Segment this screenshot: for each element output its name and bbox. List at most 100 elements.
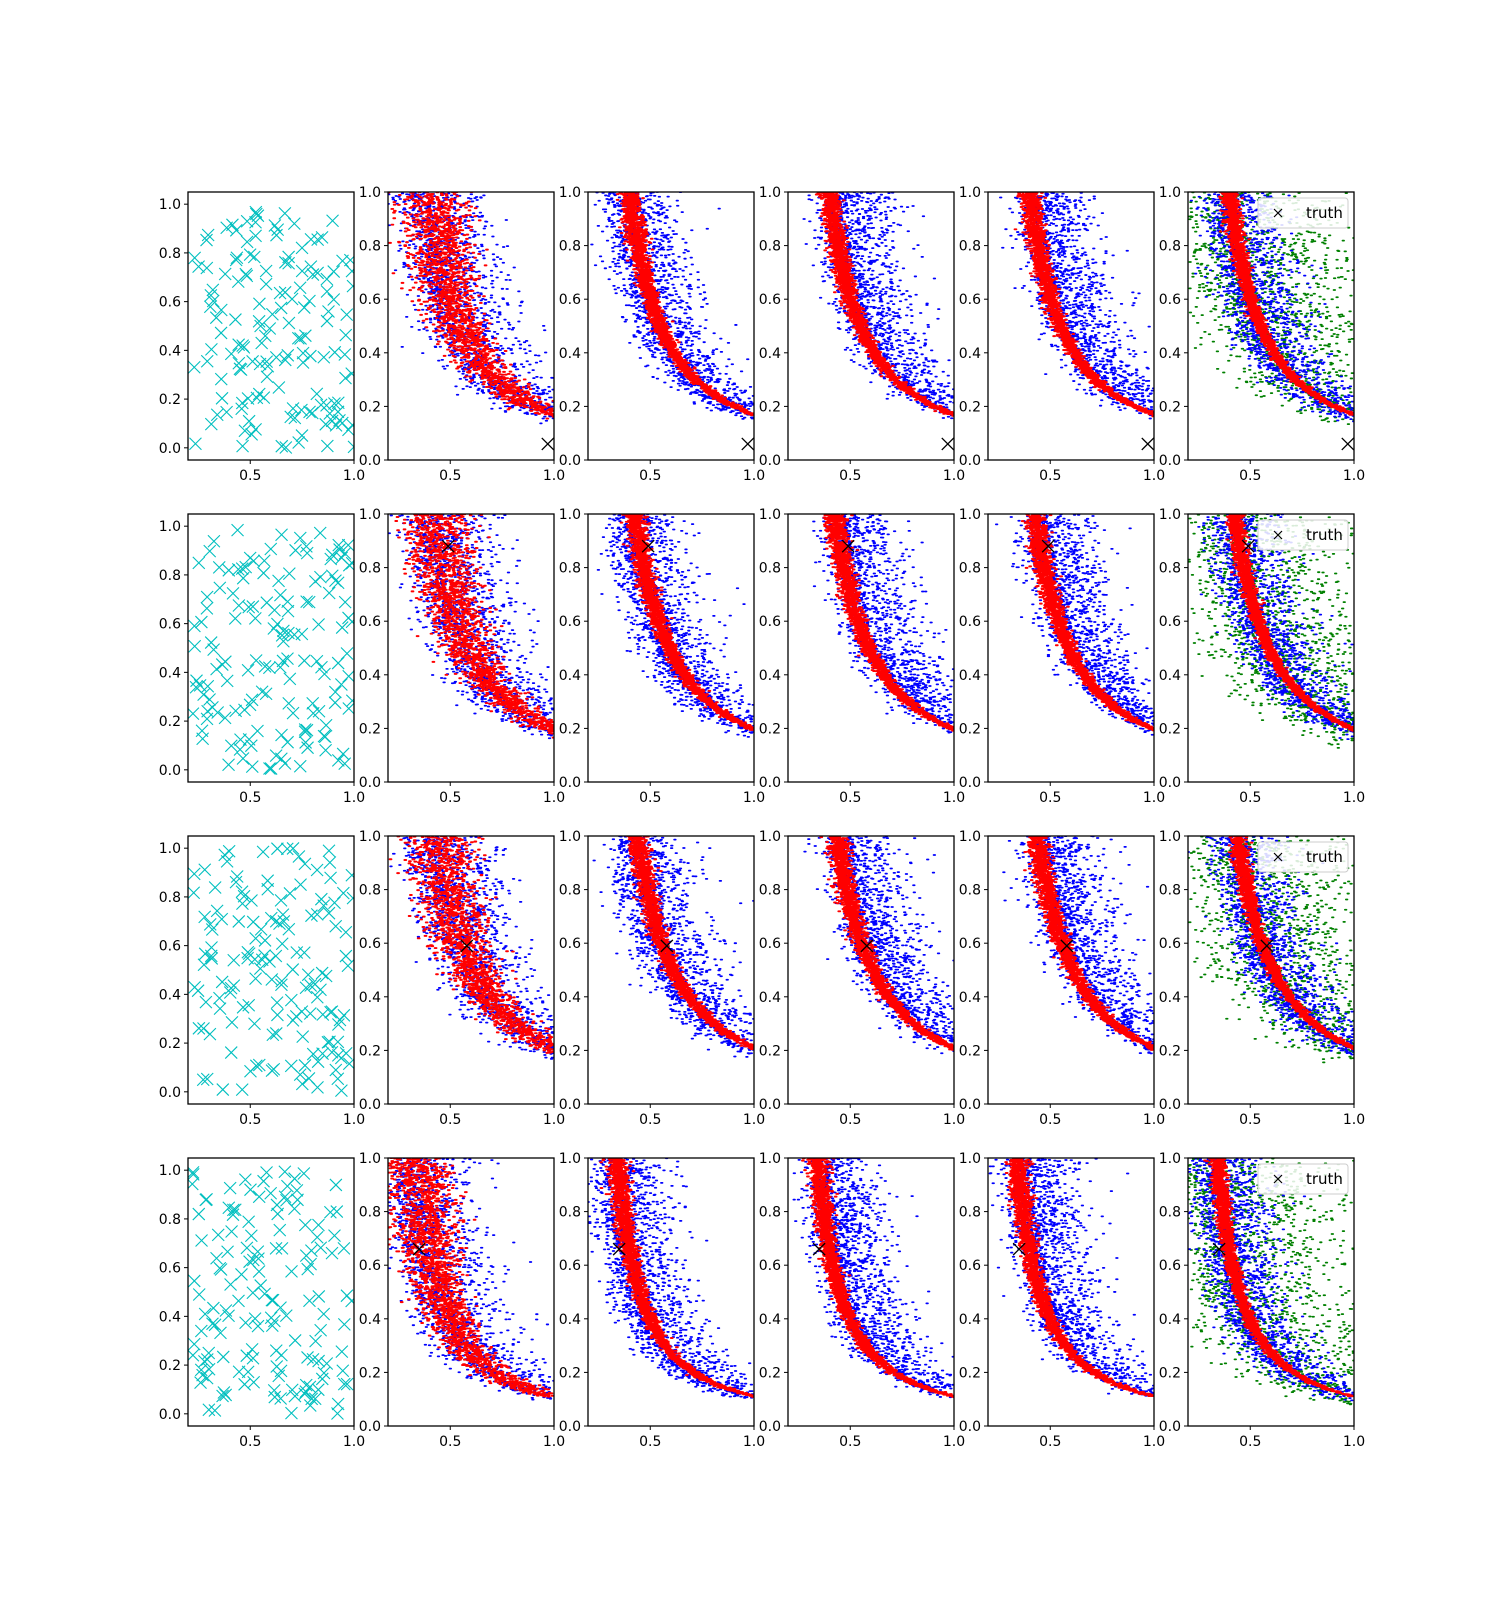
sample-marker [304,1257,317,1271]
sample-marker [253,962,267,976]
sample-marker [294,878,307,892]
sample-marker [227,979,241,993]
sample-marker [310,1230,324,1244]
y-tick-label: 0.6 [959,1258,981,1274]
sample-marker [210,662,223,676]
sample-marker [283,672,297,686]
sample-marker [241,1365,255,1379]
sample-marker [288,1172,301,1186]
sample-marker [246,1253,260,1267]
sample-marker [264,1311,278,1325]
truth-marker [860,939,874,953]
sample-marker [279,441,293,454]
sample-marker [285,1264,298,1278]
y-tick-label: 0.2 [359,1365,381,1381]
sample-marker [295,1005,309,1019]
sample-marker [269,1344,283,1357]
sample-marker [299,539,313,553]
sample-marker [308,575,322,588]
sample-marker [282,922,296,936]
sample-marker [298,1059,312,1072]
y-tick-label: 0.4 [959,1312,981,1328]
y-tick-label: 0.0 [1159,1097,1181,1113]
legend: truth [1257,519,1349,551]
sample-marker [236,439,249,453]
sample-marker [329,1063,343,1077]
sample-marker [236,339,250,352]
y-tick-label: 0.2 [959,1043,981,1059]
sample-marker [304,349,317,363]
sample-marker [274,1301,287,1314]
sample-marker [269,1242,283,1255]
sample-marker [303,1007,317,1020]
sample-marker [241,951,255,965]
sample-marker [188,1337,201,1351]
y-tick-label: 1.0 [759,185,781,201]
sample-marker [190,674,203,688]
sample-marker [252,1190,266,1204]
x-tick-label: 0.5 [839,1434,861,1450]
x-tick-label: 1.0 [1143,1434,1165,1450]
red-point-series [1224,514,1354,732]
sample-marker [274,1392,288,1405]
sample-marker [269,1027,283,1040]
red-point-series [800,1158,954,1399]
sample-marker [188,1348,200,1362]
red-point-series [814,192,954,417]
sample-marker [210,408,224,422]
y-tick-label: 0.0 [959,775,981,791]
sample-marker [286,706,300,720]
legend: truth [1257,1163,1349,1195]
truth-marker [460,939,474,953]
sample-marker [200,590,214,604]
legend-label: truth [1306,848,1343,866]
y-tick-label: 0.8 [959,239,981,255]
x-tick-label: 0.5 [639,1112,661,1128]
sample-marker [299,1378,313,1392]
sample-marker [275,728,288,742]
y-tick-label: 1.0 [1159,507,1181,523]
plot-area [188,523,354,775]
x-tick-label: 0.5 [1039,790,1061,806]
sample-marker [244,1229,258,1243]
sample-marker [188,1168,200,1181]
sample-marker [284,410,298,424]
y-tick-label: 0.6 [959,936,981,952]
y-tick-label: 0.8 [1159,883,1181,899]
sample-marker [281,735,294,749]
sample-marker [188,707,200,721]
x-tick-label: 1.0 [343,1434,365,1450]
y-tick-label: 0.8 [359,239,381,255]
y-tick-label: 0.6 [359,1258,381,1274]
sample-marker [346,279,354,293]
sample-marker [324,871,337,885]
y-tick-label: 0.0 [359,1097,381,1113]
sample-marker [312,1354,325,1368]
sample-marker [274,588,287,602]
sample-marker [194,1324,208,1338]
sample-marker [323,1205,337,1219]
legend-label: truth [1306,204,1343,222]
sample-marker [315,660,328,674]
panel-r3-c2: 0.0 0.2 0.4 0.6 0.8 1.0 0.5 1.0 [359,829,565,1128]
sample-marker [282,567,296,581]
plot-area [999,192,1154,451]
sample-marker [238,424,252,438]
sample-marker [237,889,251,903]
sample-marker [249,229,262,243]
sample-marker [210,904,224,918]
y-tick-label: 1.0 [959,185,981,201]
y-tick-label: 0.0 [559,453,581,469]
sample-marker [299,1249,313,1262]
y-tick-label: 0.8 [1159,1205,1181,1221]
sample-marker [314,892,328,906]
sample-marker [325,414,339,428]
sample-marker [260,355,274,369]
sample-marker [251,724,264,738]
sample-marker [208,1318,222,1332]
panel-r2-c1: 0.0 0.2 0.4 0.6 0.8 1.0 0.5 1.0 [159,513,365,806]
y-tick-label: 1.0 [959,1151,981,1167]
sample-marker [188,980,202,994]
sample-marker [257,1174,270,1188]
